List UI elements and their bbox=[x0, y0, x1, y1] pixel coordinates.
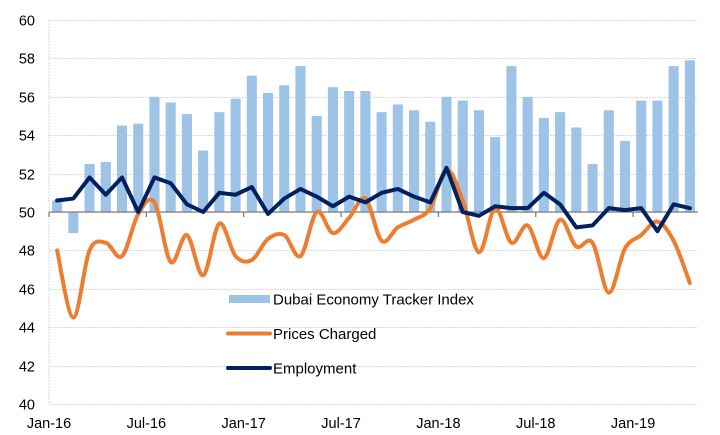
bar bbox=[376, 112, 387, 212]
bar bbox=[327, 87, 338, 212]
bar bbox=[360, 91, 371, 212]
legend-label: Prices Charged bbox=[273, 326, 376, 343]
bar bbox=[441, 96, 452, 212]
bar bbox=[522, 96, 533, 212]
y-tick-label: 50 bbox=[19, 206, 35, 222]
bar bbox=[279, 85, 290, 212]
x-tick-label: Jul-16 bbox=[127, 416, 167, 432]
y-tick-label: 52 bbox=[19, 168, 35, 184]
bar bbox=[230, 98, 241, 212]
y-tick-label: 44 bbox=[19, 321, 35, 337]
y-tick-label: 60 bbox=[19, 14, 35, 30]
y-tick-label: 54 bbox=[19, 129, 35, 145]
legend-label: Employment bbox=[273, 361, 357, 378]
x-tick-label: Jan-19 bbox=[611, 416, 655, 432]
bar bbox=[652, 100, 663, 212]
bar bbox=[100, 162, 111, 212]
bar bbox=[68, 212, 79, 234]
line-employment bbox=[55, 165, 692, 234]
bar bbox=[311, 116, 322, 212]
bar bbox=[263, 92, 274, 212]
legend: Dubai Economy Tracker Index Prices Charg… bbox=[226, 292, 474, 378]
bar bbox=[457, 100, 468, 212]
y-axis: 40 42 44 46 48 50 52 54 56 58 60 bbox=[19, 14, 50, 414]
legend-swatch-bar bbox=[229, 295, 270, 303]
bar bbox=[587, 164, 598, 212]
bar bbox=[684, 60, 695, 212]
x-tick-label: Jan-16 bbox=[27, 416, 71, 432]
y-tick-label: 48 bbox=[19, 244, 35, 260]
x-tick-label: Jan-18 bbox=[416, 416, 460, 432]
bar bbox=[619, 140, 631, 212]
x-tick-label: Jul-17 bbox=[321, 416, 361, 432]
bar-series bbox=[52, 60, 695, 234]
bar bbox=[246, 75, 257, 213]
bar bbox=[295, 66, 306, 212]
line-prices-charged bbox=[55, 167, 692, 320]
y-tick-label: 42 bbox=[19, 360, 35, 376]
line-series bbox=[55, 165, 692, 320]
bar bbox=[181, 114, 192, 212]
y-tick-label: 46 bbox=[19, 283, 35, 299]
bar bbox=[198, 150, 209, 212]
bar bbox=[506, 66, 517, 212]
x-tick-label: Jan-17 bbox=[222, 416, 266, 432]
bar bbox=[165, 102, 176, 212]
bar bbox=[133, 123, 144, 212]
bar bbox=[490, 137, 501, 212]
legend-label: Dubai Economy Tracker Index bbox=[273, 292, 474, 309]
bar bbox=[84, 164, 95, 212]
bar bbox=[214, 112, 225, 212]
bar bbox=[603, 110, 614, 212]
bar bbox=[409, 110, 420, 212]
bar bbox=[149, 96, 160, 212]
bar bbox=[392, 104, 403, 212]
bar bbox=[116, 125, 128, 212]
bar bbox=[473, 110, 484, 212]
y-tick-label: 40 bbox=[19, 398, 35, 414]
bar bbox=[668, 66, 679, 212]
bar bbox=[52, 200, 63, 212]
y-tick-label: 58 bbox=[19, 52, 35, 68]
bar bbox=[538, 117, 549, 212]
x-tick-label: Jul-18 bbox=[516, 416, 556, 432]
y-tick-label: 56 bbox=[19, 91, 35, 107]
bar bbox=[425, 121, 436, 212]
bar bbox=[571, 127, 582, 212]
bar bbox=[344, 91, 355, 212]
bar bbox=[636, 100, 647, 212]
bar bbox=[555, 112, 566, 212]
